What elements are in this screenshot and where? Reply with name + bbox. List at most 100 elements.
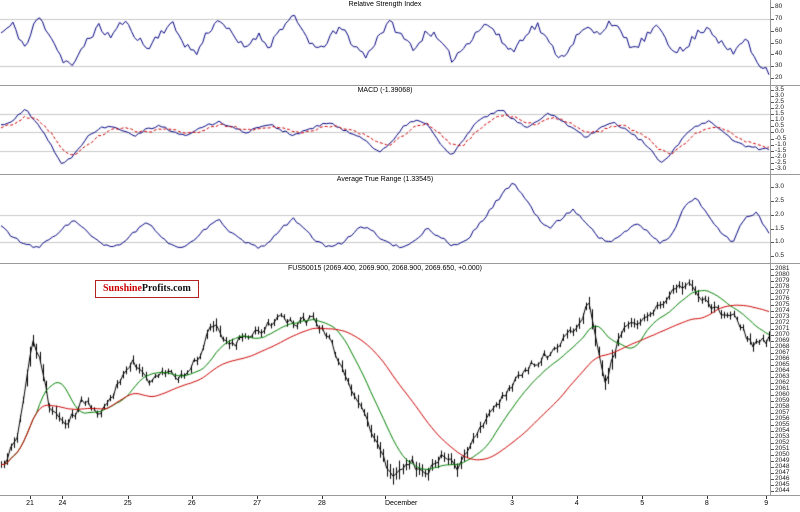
price-title: FUS50015 (2069.400, 2069.900, 2068.900, … — [287, 265, 483, 272]
x-tick-mark — [321, 496, 323, 499]
y-tick-label: 2077 — [775, 289, 790, 297]
y-tick-mark — [771, 389, 774, 391]
y-tick-label: 0.5 — [775, 122, 785, 130]
y-tick-mark — [771, 401, 774, 403]
y-tick-label: 2075 — [775, 301, 790, 309]
y-tick-label: 40 — [775, 50, 783, 58]
y-tick-label: 3.0 — [775, 183, 785, 191]
rsi-title: Relative Strength Index — [348, 1, 422, 8]
y-tick-mark — [771, 156, 774, 158]
y-tick-mark — [771, 256, 774, 258]
y-tick-mark — [771, 114, 774, 116]
y-tick-mark — [771, 377, 774, 379]
y-tick-mark — [771, 359, 774, 361]
y-tick-label: 1.0 — [775, 115, 785, 123]
y-tick-mark — [771, 371, 774, 373]
y-tick-label: 50 — [775, 38, 783, 46]
sunshineprofits-logo[interactable]: SunshineProfits.com — [95, 280, 199, 298]
x-tick-mark — [512, 496, 514, 499]
y-tick-label: 2045 — [775, 481, 790, 489]
y-tick-label: 2049 — [775, 457, 790, 465]
y-tick-mark — [771, 467, 774, 469]
y-tick-label: 2.0 — [775, 103, 785, 111]
y-tick-label: -0.5 — [775, 134, 787, 142]
y-tick-label: 2057 — [775, 409, 790, 417]
y-tick-mark — [771, 341, 774, 343]
y-tick-mark — [771, 95, 774, 97]
x-tick-label: 5 — [640, 500, 645, 507]
y-tick-label: 2081 — [775, 265, 790, 273]
x-tick-label: 21 — [26, 500, 34, 507]
y-tick-label: 2062 — [775, 379, 790, 387]
macd-plot — [0, 86, 770, 174]
y-tick-mark — [771, 293, 774, 295]
y-tick-mark — [771, 449, 774, 451]
y-tick-mark — [771, 275, 774, 277]
y-tick-label: -1.5 — [775, 146, 787, 154]
y-tick-label: 2070 — [775, 331, 790, 339]
macd-title: MACD (-1.39068) — [357, 87, 413, 94]
x-tick-label: 25 — [123, 500, 132, 507]
x-tick-mark — [127, 496, 129, 499]
y-tick-label: 2044 — [775, 487, 790, 495]
y-tick-mark — [771, 150, 774, 152]
y-tick-mark — [771, 54, 774, 56]
panel-macd: 3.5 3.0 2.5 2.0 1.5 1.0 0.5 0.0 -0.5 -1.0 -1.5 -2.0… — [0, 86, 800, 175]
y-tick-label: 2055 — [775, 421, 790, 429]
y-tick-label: 1.0 — [775, 238, 785, 246]
y-tick-mark — [771, 269, 774, 271]
y-tick-mark — [771, 42, 774, 44]
x-tick-mark — [30, 496, 32, 499]
y-tick-mark — [771, 287, 774, 289]
y-tick-mark — [771, 413, 774, 415]
y-tick-label: 2051 — [775, 445, 790, 453]
y-tick-label: 2046 — [775, 475, 790, 483]
x-tick-mark — [576, 496, 578, 499]
y-tick-label: 2080 — [775, 271, 790, 279]
y-tick-label: 2059 — [775, 397, 790, 405]
y-tick-mark — [771, 242, 774, 244]
logo-profits-text: Profits.com — [141, 283, 191, 294]
panel-price: 2081 2080 2079 2078 2077 2076 2075 2074 2073 2072… — [0, 264, 800, 496]
x-tick-label: 4 — [574, 500, 579, 507]
y-tick-label: 2047 — [775, 469, 790, 477]
y-tick-label: 2061 — [775, 385, 790, 393]
y-tick-mark — [771, 299, 774, 301]
y-tick-mark — [771, 383, 774, 385]
y-tick-label: 2076 — [775, 295, 790, 303]
y-tick-mark — [771, 18, 774, 20]
y-tick-label: 2069 — [775, 337, 790, 345]
y-tick-mark — [771, 144, 774, 146]
y-tick-label: 20 — [775, 73, 783, 81]
y-tick-mark — [771, 66, 774, 68]
y-tick-label: 80 — [775, 2, 783, 10]
y-tick-mark — [771, 425, 774, 427]
x-tick-label: December — [385, 500, 418, 507]
x-tick-mark — [766, 496, 768, 499]
y-tick-label: 2074 — [775, 307, 790, 315]
y-tick-label: 2048 — [775, 463, 790, 471]
x-tick-label: 27 — [253, 500, 262, 507]
y-tick-mark — [771, 132, 774, 134]
y-tick-mark — [771, 311, 774, 313]
y-tick-mark — [771, 455, 774, 457]
y-tick-mark — [771, 101, 774, 103]
y-tick-label: 2072 — [775, 319, 790, 327]
y-tick-label: 1.5 — [775, 224, 785, 232]
y-tick-mark — [771, 443, 774, 445]
x-tick-mark — [642, 496, 644, 499]
x-tick-label: 28 — [317, 500, 326, 507]
y-tick-label: 2063 — [775, 373, 790, 381]
y-tick-mark — [771, 187, 774, 189]
macd-y-axis: 3.5 3.0 2.5 2.0 1.5 1.0 0.5 0.0 -0.5 -1.0 -1.5 -2.0… — [770, 86, 800, 174]
y-tick-label: 0.0 — [775, 128, 785, 136]
y-tick-mark — [771, 120, 774, 122]
x-tick-label: 24 — [58, 500, 67, 507]
x-tick-mark — [257, 496, 259, 499]
y-tick-mark — [771, 30, 774, 32]
x-tick-label: 8 — [704, 500, 709, 507]
y-tick-label: 2071 — [775, 325, 790, 333]
y-tick-mark — [771, 281, 774, 283]
panel-atr: 3.0 2.5 2.0 1.5 1.0 0.5 Average True Range (1… — [0, 175, 800, 264]
